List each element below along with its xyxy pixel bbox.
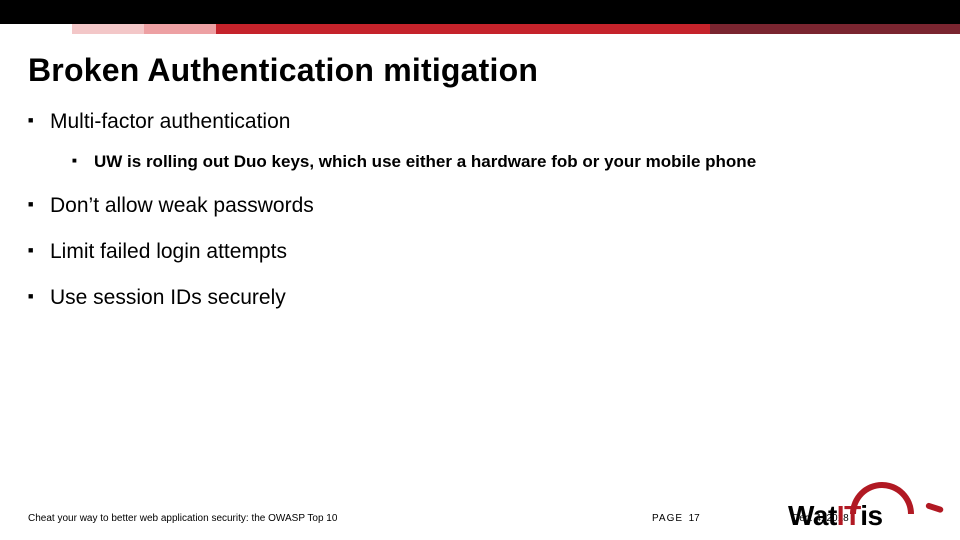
- bullet-item: Use session IDs securely: [28, 286, 932, 310]
- stripe-seg-5: [710, 24, 960, 34]
- footer-page-label: PAGE: [652, 513, 683, 524]
- logo-is: is: [860, 500, 882, 531]
- bullet-item: Multi-factor authentication UW is rollin…: [28, 110, 932, 172]
- bullet-item: Don’t allow weak passwords: [28, 194, 932, 218]
- bullet-text: Use session IDs securely: [50, 286, 286, 309]
- slide-content: Multi-factor authentication UW is rollin…: [28, 110, 932, 332]
- stripe-seg-2: [72, 24, 144, 34]
- bullet-item: Limit failed login attempts: [28, 240, 932, 264]
- slide-title: Broken Authentication mitigation: [28, 52, 538, 89]
- logo-wat: Wat: [788, 500, 837, 531]
- stripe-seg-3: [144, 24, 216, 34]
- bullet-text: Don’t allow weak passwords: [50, 194, 314, 217]
- bullet-text: Limit failed login attempts: [50, 240, 287, 263]
- stripe-seg-4: [216, 24, 710, 34]
- watitis-logo: WatITis: [788, 482, 938, 532]
- footer-page-number: 17: [689, 513, 700, 524]
- stripe-seg-1: [0, 24, 72, 34]
- sub-bullet-item: UW is rolling out Duo keys, which use ei…: [72, 152, 932, 172]
- slide: Broken Authentication mitigation Multi-f…: [0, 0, 960, 540]
- logo-it: IT: [837, 500, 860, 531]
- top-black-bar: [0, 0, 960, 24]
- sub-bullet-text: UW is rolling out Duo keys, which use ei…: [94, 152, 756, 171]
- top-color-stripe: [0, 24, 960, 34]
- bullet-text: Multi-factor authentication: [50, 110, 290, 133]
- footer-page: PAGE 17: [652, 513, 792, 524]
- logo-text: WatITis: [788, 500, 883, 532]
- logo-trail-icon: [925, 502, 944, 513]
- footer-left-text: Cheat your way to better web application…: [28, 513, 652, 524]
